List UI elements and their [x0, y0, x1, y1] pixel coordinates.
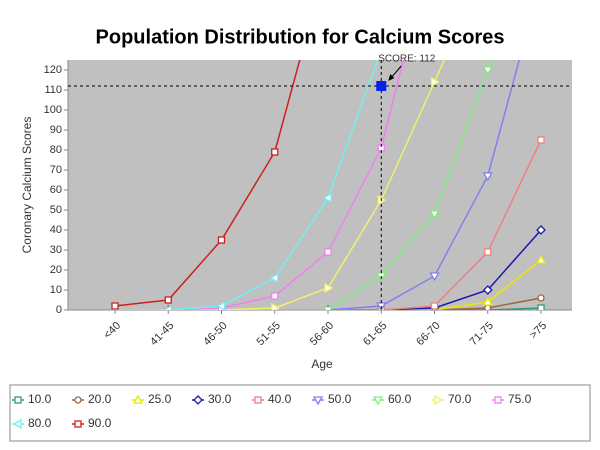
legend-marker — [372, 396, 384, 406]
plot-area — [68, 60, 572, 310]
point-marker — [322, 306, 334, 310]
annotation-arrowhead — [388, 74, 395, 81]
x-tick-label: 51-55 — [255, 320, 283, 348]
point-marker — [324, 248, 332, 256]
series-line — [115, 60, 492, 310]
series-line — [115, 229, 542, 310]
point-marker — [535, 254, 547, 264]
point-marker — [164, 296, 172, 304]
legend-marker — [254, 396, 262, 404]
series-line — [115, 259, 542, 310]
point-marker — [322, 192, 332, 204]
point-marker — [217, 236, 226, 244]
point-marker — [269, 272, 279, 284]
y-tick-label: 40 — [50, 224, 62, 236]
point-marker — [430, 302, 439, 310]
plot-series — [109, 60, 547, 310]
legend-label: 70.0 — [448, 392, 472, 406]
point-marker — [430, 76, 440, 88]
x-tick-label: <40 — [101, 320, 123, 342]
legend-label: 10.0 — [28, 392, 52, 406]
point-marker — [429, 210, 440, 220]
y-tick-label: 110 — [44, 84, 62, 96]
legend-label: 20.0 — [88, 392, 112, 406]
legend-label: 90.0 — [88, 416, 112, 430]
y-tick-label: 30 — [50, 244, 62, 256]
legend-marker — [12, 418, 22, 430]
point-marker — [162, 304, 172, 310]
x-axis-label: Age — [311, 357, 333, 371]
legend-box — [9, 384, 591, 442]
point-marker — [482, 285, 493, 295]
legend-label: 50.0 — [328, 392, 352, 406]
point-marker — [482, 296, 493, 306]
x-tick-label: 41-45 — [148, 320, 176, 348]
y-tick-label: 100 — [44, 104, 62, 116]
y-tick-label: 90 — [50, 124, 62, 136]
legend-marker — [74, 396, 82, 404]
legend-marker — [193, 395, 203, 405]
point-marker — [537, 304, 545, 310]
point-marker — [484, 248, 492, 256]
legend-marker — [434, 394, 444, 406]
point-marker — [429, 272, 440, 282]
series-line — [115, 60, 379, 310]
series-line — [115, 60, 445, 310]
y-tick-label: 20 — [50, 264, 62, 276]
series-line — [115, 60, 521, 310]
annotation-label: SCORE: 112 — [378, 54, 435, 65]
x-tick-label: 46-50 — [201, 320, 229, 348]
legend-marker — [74, 420, 82, 428]
y-tick-label: 50 — [50, 204, 62, 216]
legend-label: 80.0 — [28, 416, 52, 430]
x-tick-label: 66-70 — [414, 320, 442, 348]
point-marker — [111, 302, 119, 310]
x-tick-label: >75 — [527, 320, 549, 342]
series-line — [115, 139, 542, 310]
y-tick-label: 120 — [44, 64, 62, 76]
legend-label: 40.0 — [268, 392, 292, 406]
point-marker — [482, 66, 493, 76]
point-marker — [324, 282, 334, 294]
point-marker — [271, 148, 279, 156]
chart-title: Population Distribution for Calcium Scor… — [96, 26, 505, 48]
point-marker — [482, 172, 493, 182]
y-tick-label: 80 — [50, 144, 62, 156]
legend-label: 25.0 — [148, 392, 172, 406]
legend-label: 60.0 — [388, 392, 412, 406]
point-marker — [216, 300, 226, 310]
legend-label: 75.0 — [508, 392, 532, 406]
legend-marker — [312, 396, 324, 406]
y-tick-label: 70 — [50, 164, 62, 176]
point-marker — [537, 136, 545, 144]
x-tick-label: 56-60 — [308, 320, 336, 348]
point-marker — [537, 294, 545, 302]
score-marker — [376, 81, 387, 91]
point-marker — [271, 292, 279, 300]
legend-marker — [132, 394, 144, 404]
y-tick-label: 10 — [50, 284, 62, 296]
legend-marker — [14, 396, 22, 404]
legend-marker — [494, 396, 502, 404]
y-axis-label: Coronary Calcium Scores — [20, 117, 34, 254]
series-line — [115, 297, 542, 310]
y-tick-label: 0 — [56, 304, 62, 316]
x-tick-label: 61-65 — [361, 320, 389, 348]
y-tick-label: 60 — [50, 184, 62, 196]
x-tick-label: 71-75 — [468, 320, 496, 348]
point-marker — [536, 225, 546, 235]
point-marker — [271, 302, 281, 310]
legend-label: 30.0 — [208, 392, 232, 406]
